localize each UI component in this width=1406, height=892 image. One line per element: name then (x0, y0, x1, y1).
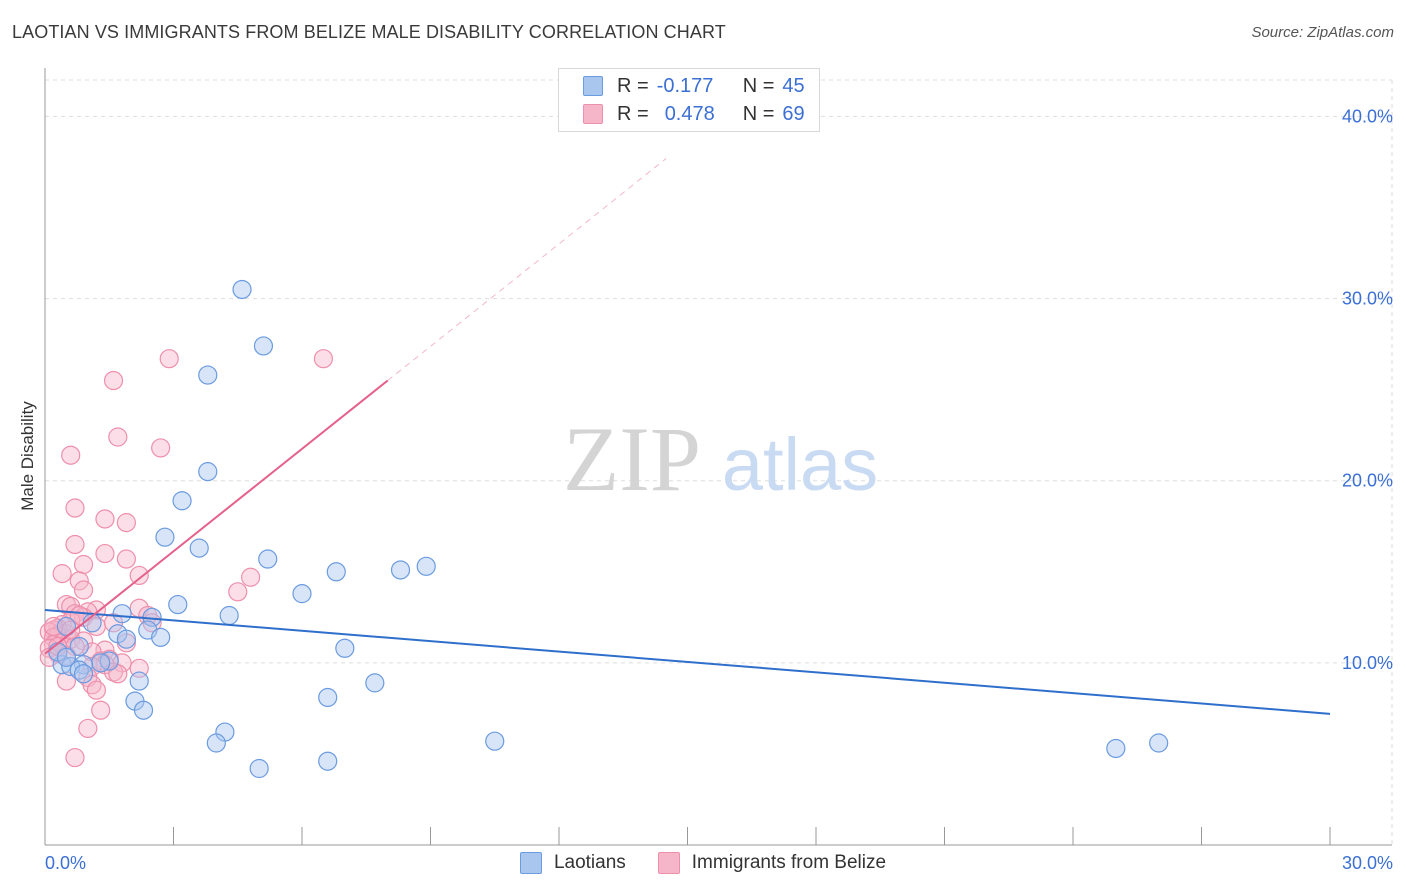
series-laotians-points (48, 279, 1169, 779)
belize-point (61, 445, 81, 465)
laotians-point (416, 556, 436, 576)
watermark: ZIP atlas (563, 408, 878, 510)
laotians-swatch (583, 76, 603, 96)
belize-point (95, 509, 115, 529)
n-value: 45 (782, 74, 805, 97)
belize-point (313, 349, 334, 369)
laotians-point (91, 653, 111, 673)
laotians-point (73, 664, 94, 684)
stats-row-laotians: R = -0.177 N = 45 (583, 74, 805, 98)
laotians-point (318, 687, 338, 708)
laotians-point (253, 336, 274, 356)
stats-legend: R = -0.177 N = 45 R = 0.478 N = 69 (558, 68, 820, 132)
laotians-point (56, 647, 77, 667)
legend-item-laotians[interactable]: Laotians (519, 852, 626, 874)
laotians-trend-line (44, 609, 1331, 715)
laotians-point (390, 560, 411, 580)
laotians-point (249, 758, 269, 779)
laotians-point (198, 365, 218, 385)
laotians-point (133, 700, 154, 720)
r-value: 0.478 (664, 102, 715, 125)
legend-item-belize[interactable]: Immigrants from Belize (657, 852, 887, 874)
laotians-point (219, 605, 239, 626)
belize-point (91, 700, 111, 720)
y-tick-label: 10.0% (1342, 653, 1393, 673)
laotians-point (155, 527, 175, 547)
laotians-point (1106, 738, 1126, 759)
belize-point (103, 370, 124, 391)
n-value: 69 (782, 102, 805, 125)
belize-swatch (583, 104, 603, 124)
belize-point (69, 571, 89, 591)
laotians-legend-swatch (519, 852, 542, 874)
belize-point (65, 747, 85, 768)
series-legend: Laotians Immigrants from Belize (0, 852, 1406, 874)
belize-point (129, 565, 149, 586)
y-tick-label: 30.0% (1342, 289, 1393, 309)
laotians-point (318, 751, 338, 771)
laotians-point (151, 627, 171, 647)
laotians-point (172, 491, 192, 511)
watermark-zip: ZIP (563, 408, 701, 510)
laotians-point (335, 638, 355, 658)
belize-point (65, 498, 85, 518)
laotians-point (112, 604, 132, 624)
axes (44, 68, 1392, 846)
watermark-atlas: atlas (722, 423, 878, 506)
belize-trend-extension (387, 158, 667, 381)
belize-point (108, 427, 128, 447)
tick-labels: 10.0% 20.0% 30.0% 40.0% 0.0% 30.0% (45, 106, 1393, 873)
laotians-point (189, 538, 209, 558)
belize-point (116, 513, 136, 533)
x-tick-label: 0.0% (45, 853, 86, 873)
laotians-point (258, 549, 278, 569)
n-label: N = (742, 102, 775, 125)
n-label: N = (742, 74, 775, 97)
x-tick-label: 30.0% (1342, 853, 1393, 873)
y-axis-label: Male Disability (18, 401, 37, 511)
laotians-point (198, 462, 218, 482)
trend-lines (44, 158, 1331, 715)
source-label: Source: ZipAtlas.com (1251, 24, 1394, 41)
grid-lines (45, 79, 1393, 845)
laotians-point (69, 636, 89, 657)
laotians-point (116, 629, 136, 649)
laotians-point (206, 733, 226, 753)
chart-title: LAOTIAN VS IMMIGRANTS FROM BELIZE MALE D… (12, 22, 726, 42)
belize-trend-line (44, 379, 389, 655)
legend-label-belize: Immigrants from Belize (691, 852, 887, 873)
laotians-point (129, 671, 149, 691)
belize-point (78, 718, 98, 739)
belize-point (73, 554, 94, 575)
belize-point (73, 580, 94, 600)
belize-point (65, 534, 85, 555)
y-tick-label: 20.0% (1342, 471, 1393, 491)
belize-point (241, 567, 261, 587)
belize-point (86, 680, 107, 700)
belize-legend-swatch (657, 852, 680, 874)
laotians-point (232, 279, 252, 300)
laotians-point (292, 584, 312, 604)
belize-point (95, 543, 115, 564)
laotians-point (1149, 733, 1169, 753)
belize-point (52, 564, 72, 584)
stats-row-belize: R = 0.478 N = 69 (583, 102, 805, 126)
laotians-point (365, 673, 385, 693)
r-label: R = (617, 102, 649, 125)
belize-point (159, 349, 179, 369)
laotians-point (168, 594, 188, 615)
belize-point (228, 582, 248, 602)
series-belize-points (39, 349, 334, 768)
r-label: R = (617, 74, 649, 97)
y-tick-label: 40.0% (1342, 106, 1393, 126)
r-value: -0.177 (656, 74, 714, 97)
laotians-point (326, 562, 346, 582)
belize-point (151, 438, 171, 458)
laotians-point (485, 731, 505, 751)
legend-label-laotians: Laotians (553, 852, 626, 873)
belize-point (116, 549, 136, 569)
